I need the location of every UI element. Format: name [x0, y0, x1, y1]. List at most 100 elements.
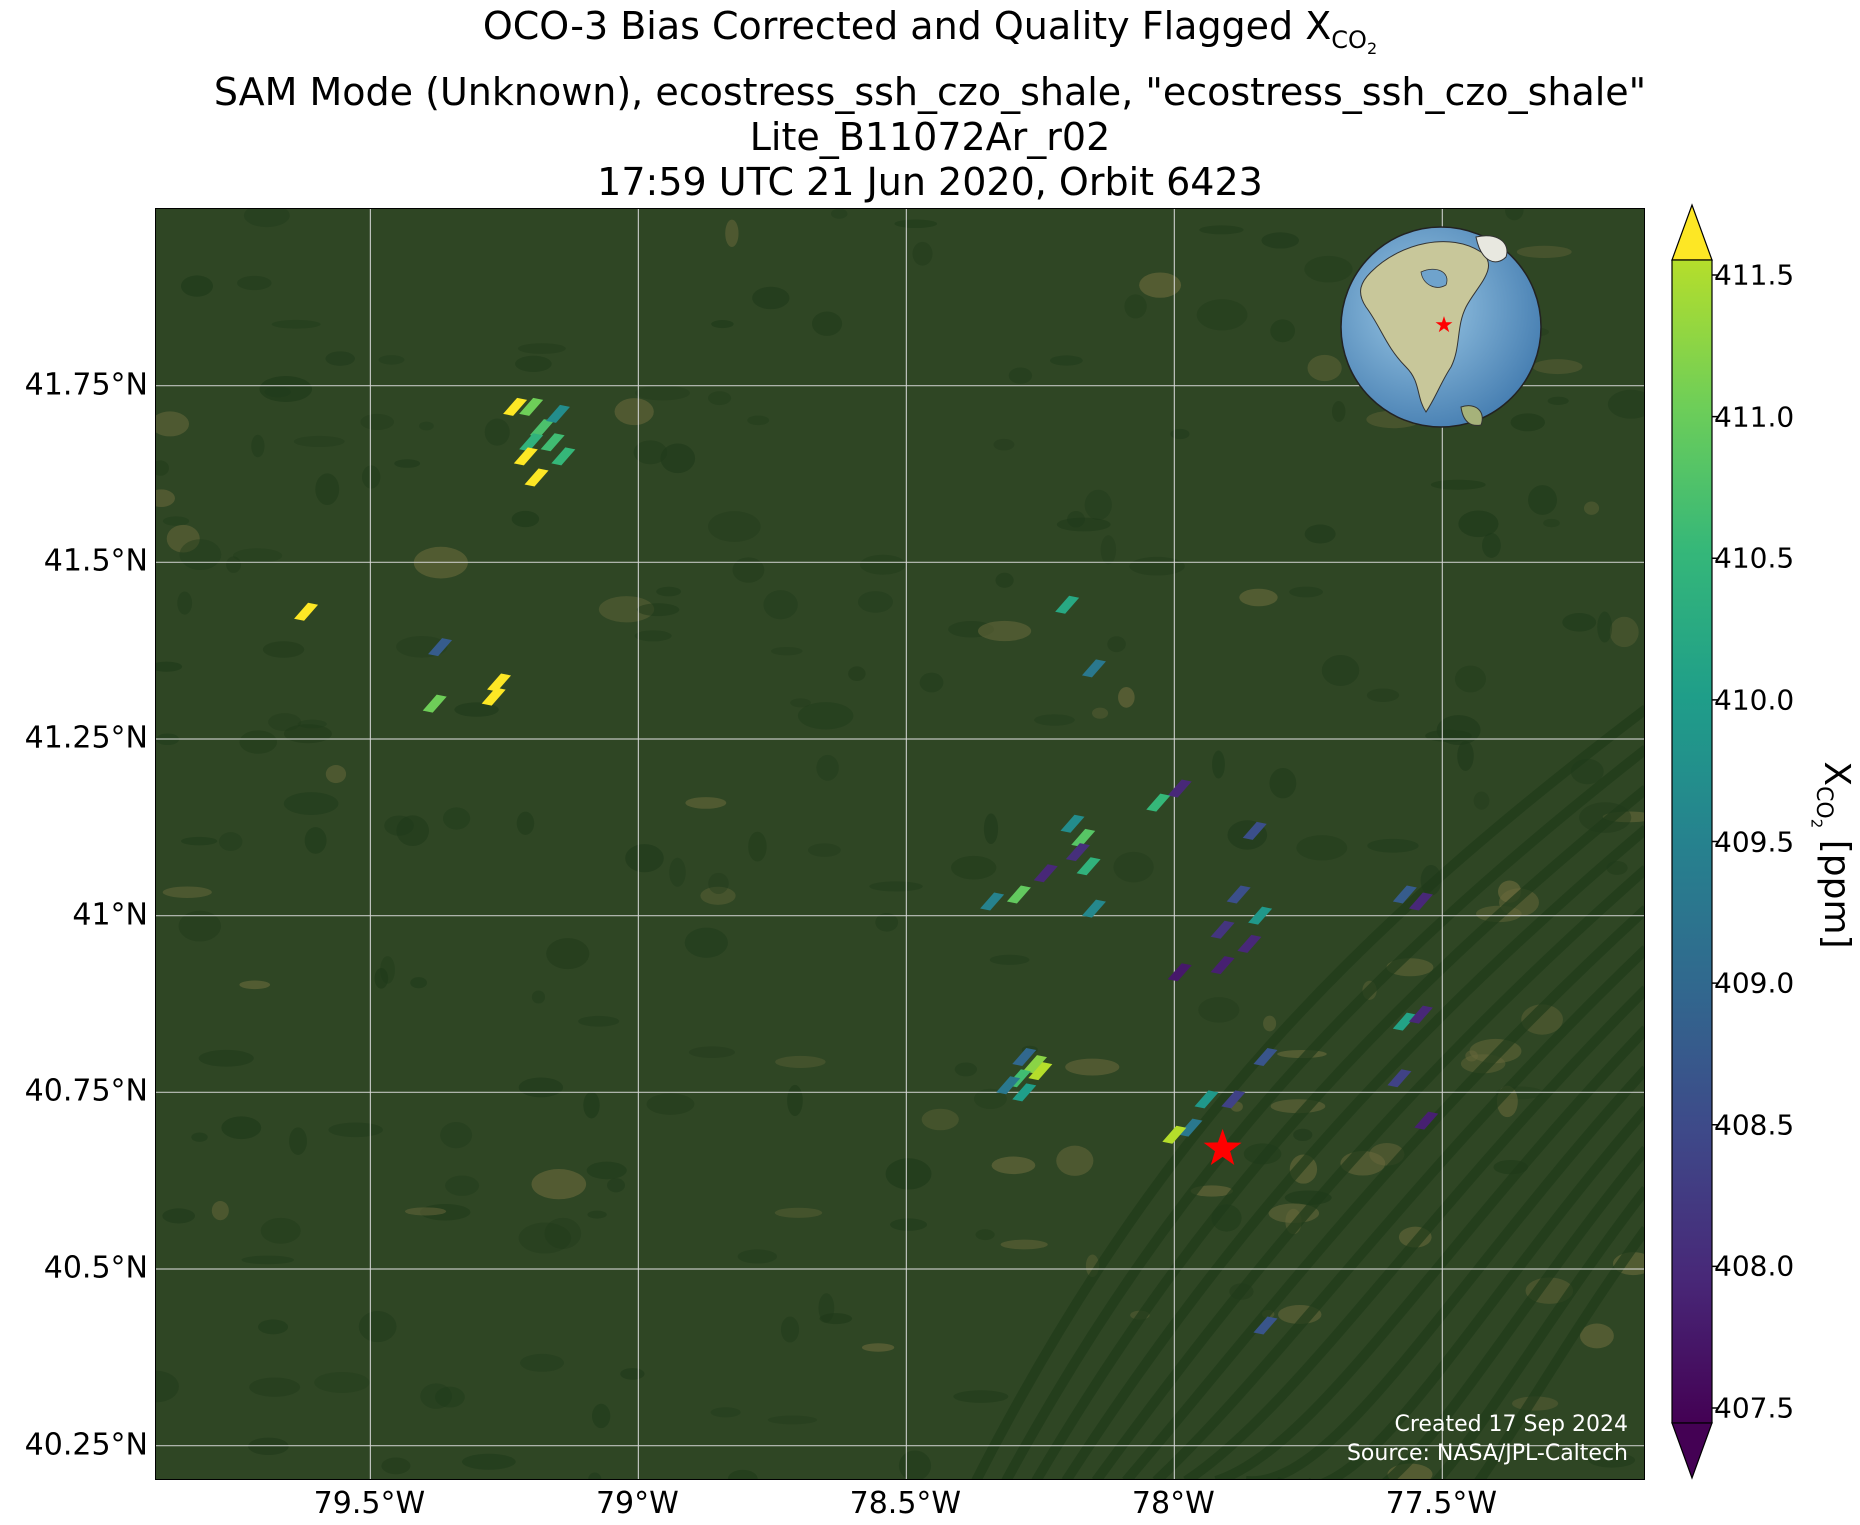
- terrain-patch: [180, 275, 214, 297]
- terrain-patch: [520, 1353, 565, 1372]
- terrain-patch: [669, 857, 686, 887]
- terrain-patch: [1100, 535, 1117, 565]
- terrain-patch: [156, 1370, 179, 1403]
- terrain-patch: [442, 807, 471, 830]
- terrain-patch: [1473, 791, 1490, 810]
- terrain-patch: [445, 1175, 480, 1196]
- terrain-patch: [1505, 209, 1524, 221]
- map-panel[interactable]: ★ Created 17 Sep 2024 Source: NASA/JPL-C…: [155, 208, 1645, 1480]
- sounding-footprint: [1392, 1012, 1417, 1031]
- terrain-patch: [518, 1077, 564, 1098]
- sounding-footprint: [529, 419, 554, 438]
- sounding-footprint: [1033, 864, 1058, 883]
- lat-tick-label: 41°N: [72, 897, 148, 933]
- terrain-patch: [156, 460, 169, 476]
- terrain-patch: [1482, 532, 1501, 558]
- lon-tick-label: 77.5°W: [1385, 1486, 1498, 1521]
- terrain-patch: [1196, 299, 1248, 331]
- terrain-patch: [607, 1178, 625, 1193]
- terrain-patch: [660, 443, 696, 474]
- figure-title: OCO-3 Bias Corrected and Quality Flagged…: [0, 4, 1860, 205]
- terrain-patch: [1289, 586, 1323, 598]
- terrain-patch: [1113, 851, 1154, 883]
- terrain-texture: [156, 209, 1644, 1479]
- ridge-line: [971, 705, 1644, 1479]
- terrain-patch: [790, 698, 811, 708]
- terrain-patch: [544, 1217, 582, 1249]
- terrain-patch: [1261, 232, 1299, 249]
- title-line-4: 17:59 UTC 21 Jun 2020, Orbit 6423: [597, 160, 1263, 205]
- lat-tick-label: 40.5°N: [43, 1250, 148, 1286]
- terrain-patch: [831, 209, 848, 219]
- terrain-patch: [787, 1084, 803, 1117]
- terrain-patch: [1583, 501, 1600, 515]
- terrain-patch: [484, 418, 510, 446]
- terrain-patch: [260, 1217, 301, 1244]
- terrain-patch: [1270, 319, 1296, 343]
- terrain-patch: [1034, 714, 1075, 726]
- terrain-patch: [646, 1093, 695, 1115]
- terrain-patch: [361, 465, 381, 489]
- terrain-patch: [816, 754, 839, 781]
- terrain-patch: [1547, 396, 1569, 405]
- terrain-patch: [378, 355, 405, 365]
- terrain-patch: [708, 872, 729, 894]
- terrain-patch: [293, 435, 345, 448]
- terrain-patch: [625, 844, 664, 873]
- terrain-patch: [1084, 489, 1112, 521]
- terrain-patch: [1532, 359, 1583, 375]
- sounding-footprint: [422, 694, 447, 713]
- terrain-patch: [711, 320, 734, 329]
- terrain-patch: [198, 1049, 254, 1067]
- terrain-patch: [747, 415, 770, 426]
- terrain-patch: [1065, 1058, 1120, 1076]
- colorbar-tick-label: 409.5: [1714, 825, 1795, 858]
- globe-north-america: [1360, 241, 1489, 413]
- terrain-patch: [1293, 1128, 1313, 1141]
- terrain-patch: [1579, 1323, 1614, 1349]
- terrain-patch: [1607, 389, 1644, 419]
- lon-tick-label: 78.5°W: [849, 1486, 962, 1521]
- terrain-patch: [258, 1319, 289, 1335]
- sounding-footprint: [1408, 1005, 1433, 1024]
- ridge-line: [1340, 1185, 1644, 1479]
- terrain-patch: [898, 1450, 932, 1479]
- terrain-patch: [763, 590, 798, 620]
- sounding-footprint: [1012, 1048, 1037, 1066]
- terrain-patch: [732, 557, 765, 583]
- terrain-patch: [1092, 707, 1109, 719]
- terrain-patch: [518, 1222, 572, 1254]
- terrain-patch: [420, 1203, 471, 1221]
- colorbar-tick-label: 410.0: [1714, 683, 1795, 717]
- terrain-patch: [233, 548, 283, 564]
- sounding-footprint: [1226, 885, 1251, 904]
- terrain-patch: [1321, 654, 1360, 686]
- sounding-footprint: [1387, 1069, 1412, 1088]
- sounding-footprint: [1253, 1316, 1278, 1335]
- terrain-patch: [614, 398, 654, 426]
- terrain-patch: [587, 1210, 607, 1219]
- terrain-patch: [811, 311, 843, 336]
- terrain-patch: [304, 827, 327, 854]
- terrain-patch: [1304, 524, 1336, 544]
- terrain-patch: [251, 434, 265, 458]
- terrain-patch: [620, 1368, 645, 1380]
- colorbar-tick-label: 409.0: [1714, 966, 1795, 1000]
- terrain-patch: [1457, 740, 1474, 771]
- soundings: [294, 397, 1439, 1335]
- terrain-patch: [178, 910, 222, 942]
- lon-tick-label: 78°W: [1131, 1486, 1215, 1521]
- terrain-patch: [454, 702, 499, 717]
- sounding-footprint: [1194, 1090, 1219, 1109]
- sounding-footprint: [1248, 906, 1273, 925]
- terrain-patch: [191, 1132, 208, 1142]
- terrain-patch: [315, 473, 340, 506]
- ridge-line: [1122, 905, 1644, 1479]
- terrain-patch: [381, 1457, 411, 1475]
- sounding-footprint: [1178, 1118, 1203, 1137]
- sounding-footprint: [1162, 1125, 1187, 1144]
- sounding-footprint: [1237, 934, 1262, 953]
- terrain-patch: [861, 1343, 895, 1352]
- terrain-patch: [737, 1249, 778, 1264]
- terrain-patch: [973, 1088, 1007, 1109]
